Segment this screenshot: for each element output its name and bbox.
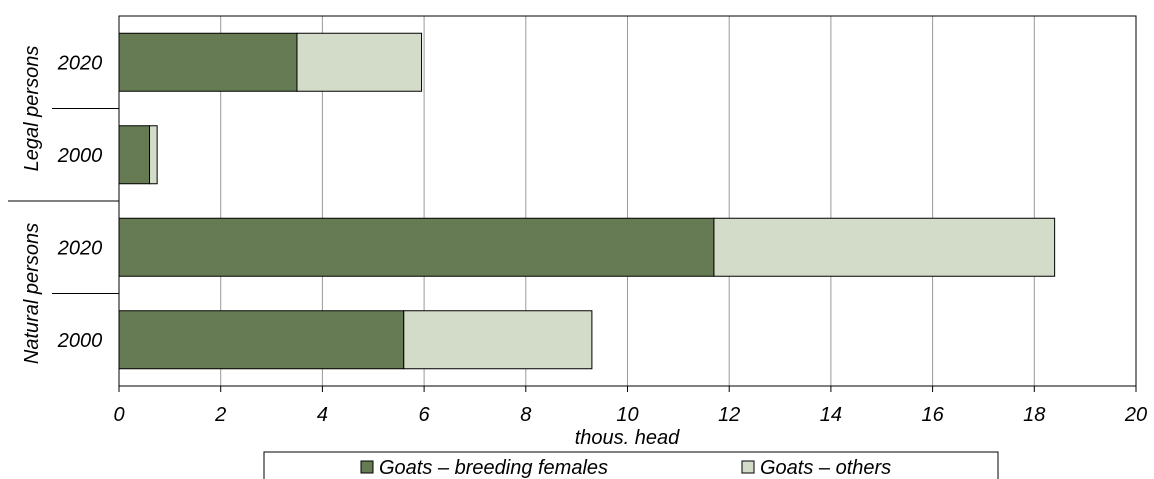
x-tick-label: 18	[1023, 404, 1045, 426]
bar-segment	[118, 32, 298, 92]
group-labels: Legal persons Natural persons	[8, 46, 119, 364]
bar-segment	[713, 217, 1056, 277]
x-tick-label: 0	[113, 404, 124, 426]
category-label: 2000	[57, 145, 103, 167]
x-tick-label: 2	[214, 404, 226, 426]
bar-segment	[118, 217, 715, 277]
x-tick-label: 6	[419, 404, 431, 426]
bar-segment	[403, 310, 593, 370]
x-tick-label: 4	[317, 404, 328, 426]
legend-label: Goats – breeding females	[379, 457, 608, 479]
legend-label: Goats – others	[760, 457, 891, 479]
legend-swatch	[741, 460, 755, 474]
bar-segment	[118, 125, 151, 185]
category-label: 2020	[57, 237, 103, 259]
x-tick-label: 10	[616, 404, 638, 426]
x-tick-label: 12	[718, 404, 740, 426]
x-axis-ticks: 0 2 4 6 8 10 12 14 16 18 20	[113, 386, 1147, 426]
legend-swatch	[360, 460, 374, 474]
bar-segment	[296, 32, 423, 92]
x-tick-label: 14	[820, 404, 842, 426]
x-tick-label: 16	[921, 404, 944, 426]
category-label: 2020	[57, 52, 103, 74]
x-axis-title: thous. head	[575, 427, 680, 449]
legend-box	[263, 451, 999, 479]
x-tick-label: 20	[1124, 404, 1147, 426]
legend: Goats – breeding females Goats – others	[263, 451, 999, 479]
group-label: Legal persons	[21, 46, 43, 172]
x-tick-label: 8	[520, 404, 531, 426]
bar-segment	[149, 125, 158, 185]
category-label: 2000	[57, 330, 103, 352]
category-labels: 2020 2000 2020 2000	[57, 52, 103, 352]
bars	[118, 32, 1056, 370]
group-label: Natural persons	[21, 223, 43, 364]
bar-segment	[118, 310, 405, 370]
